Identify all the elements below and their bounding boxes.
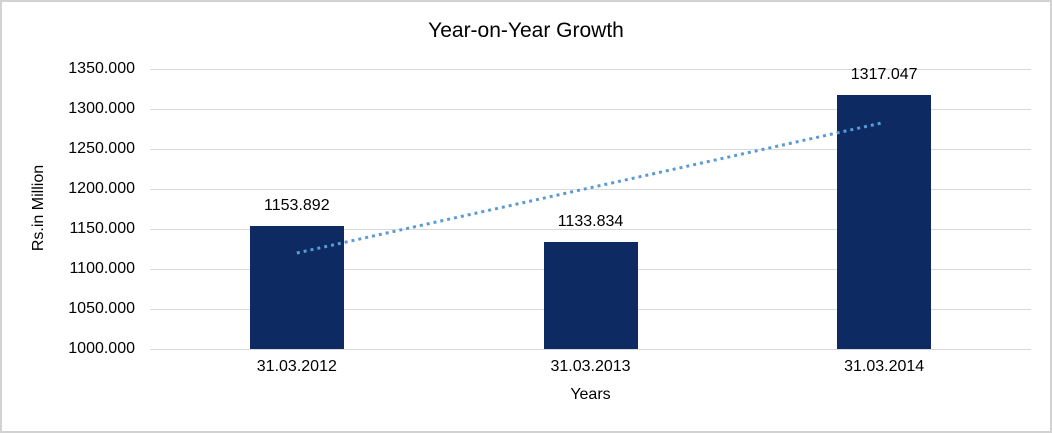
plot-area: 1153.892 1133.834 1317.047 bbox=[150, 66, 1031, 350]
y-tick-label: 1050.000 bbox=[68, 300, 135, 317]
bar-31.03.2012 bbox=[249, 225, 344, 349]
bar-value-label: 1317.047 bbox=[850, 66, 918, 84]
x-axis-title: Years bbox=[570, 386, 611, 403]
y-tick-label: 1250.000 bbox=[68, 140, 135, 157]
y-tick-label: 1100.000 bbox=[69, 260, 135, 277]
x-tick-label: 31.03.2012 bbox=[256, 358, 337, 375]
y-tick-label: 1200.000 bbox=[68, 180, 135, 197]
bar-31.03.2014 bbox=[837, 95, 932, 349]
bar-value-label: 1133.834 bbox=[557, 212, 624, 230]
chart-title: Year-on-Year Growth bbox=[428, 19, 624, 42]
gridline bbox=[150, 348, 1031, 350]
y-tick-label: 1350.000 bbox=[68, 60, 135, 77]
y-tick-label: 1150.000 bbox=[69, 220, 135, 237]
gridline bbox=[150, 108, 1031, 110]
x-tick-label: 31.03.2014 bbox=[844, 358, 925, 375]
x-tick-label: 31.03.2013 bbox=[550, 358, 631, 375]
y-tick-label: 1300.000 bbox=[68, 100, 135, 117]
gridline bbox=[150, 68, 1031, 70]
bar-value-label: 1153.892 bbox=[264, 196, 330, 214]
y-axis-title: Rs.in Million bbox=[30, 164, 47, 252]
bar-31.03.2013 bbox=[543, 241, 638, 349]
y-tick-label: 1000.000 bbox=[68, 340, 135, 357]
